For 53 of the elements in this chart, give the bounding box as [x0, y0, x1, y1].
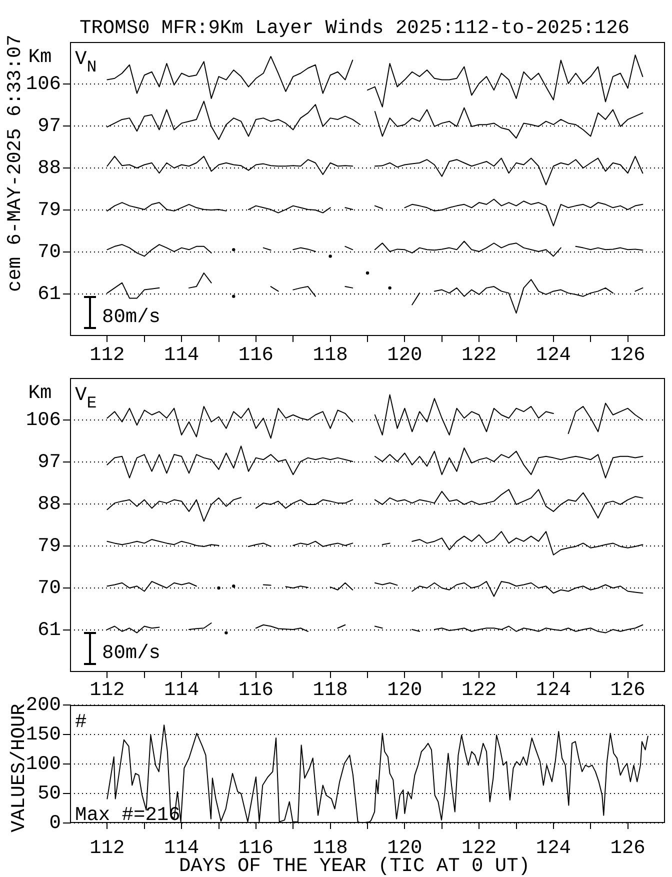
y-tick-label: 150: [26, 724, 61, 746]
x-tick-label: 120: [387, 678, 422, 701]
y-axis-title: Km: [28, 382, 52, 404]
point: [366, 271, 370, 275]
annotation: Max #=216: [75, 804, 180, 826]
x-tick-label: 112: [90, 344, 125, 366]
annotation: 80m/s: [102, 306, 161, 328]
point: [224, 631, 228, 634]
y-tick-label: 88: [38, 157, 61, 180]
x-tick-label: 126: [610, 836, 646, 859]
y-tick-label: 106: [26, 73, 61, 96]
point: [232, 584, 236, 588]
y-tick-label: 97: [38, 115, 61, 138]
point: [388, 286, 392, 290]
x-tick-label: 114: [164, 344, 200, 366]
x-tick-label: 118: [312, 344, 348, 366]
x-tick-label: 122: [462, 344, 497, 366]
annotation: #: [75, 711, 87, 733]
point: [217, 586, 220, 590]
x-tick-label: 126: [610, 344, 646, 366]
y-tick-label: 79: [38, 199, 61, 222]
x-tick-label: 120: [387, 344, 422, 366]
y-tick-label: 70: [38, 241, 61, 264]
x-tick-label: 116: [238, 344, 274, 366]
x-tick-label: 124: [536, 344, 571, 366]
annotation: V$_{E}$: [75, 384, 97, 412]
y-tick-label: 61: [38, 619, 61, 642]
text: cem 6-MAY-2025 6:33:07: [4, 34, 26, 292]
annotation: V$_{N}$: [75, 48, 97, 76]
x-tick-label: 118: [312, 678, 348, 701]
y-tick-label: 106: [26, 409, 61, 432]
x-tick-label: 126: [610, 678, 646, 701]
y-tick-label: 79: [38, 535, 61, 558]
y-tick-label: 70: [38, 577, 61, 600]
y-tick-label: 50: [38, 782, 61, 805]
point: [232, 248, 236, 252]
chart-title: TROMS0 MFR:9Km Layer Winds 2025:112-to-2025:126: [80, 17, 630, 39]
x-tick-label: 122: [462, 678, 497, 701]
point: [232, 294, 236, 298]
y-tick-label: 0: [49, 812, 61, 834]
x-tick-label: 114: [164, 678, 200, 701]
x-tick-label: 112: [90, 836, 125, 859]
x-tick-label: 116: [238, 678, 274, 701]
y-tick-label: 97: [38, 451, 61, 474]
y-tick-label: 88: [38, 493, 61, 516]
y-tick-label: 200: [26, 694, 61, 716]
x-tick-label: 112: [90, 678, 125, 701]
point: [328, 254, 332, 258]
y-axis-title: Km: [28, 46, 52, 68]
y-tick-label: 61: [38, 283, 61, 306]
x-tick-label: 124: [536, 678, 571, 701]
annotation: 80m/s: [102, 642, 161, 664]
x-tick-label: 124: [536, 836, 571, 859]
